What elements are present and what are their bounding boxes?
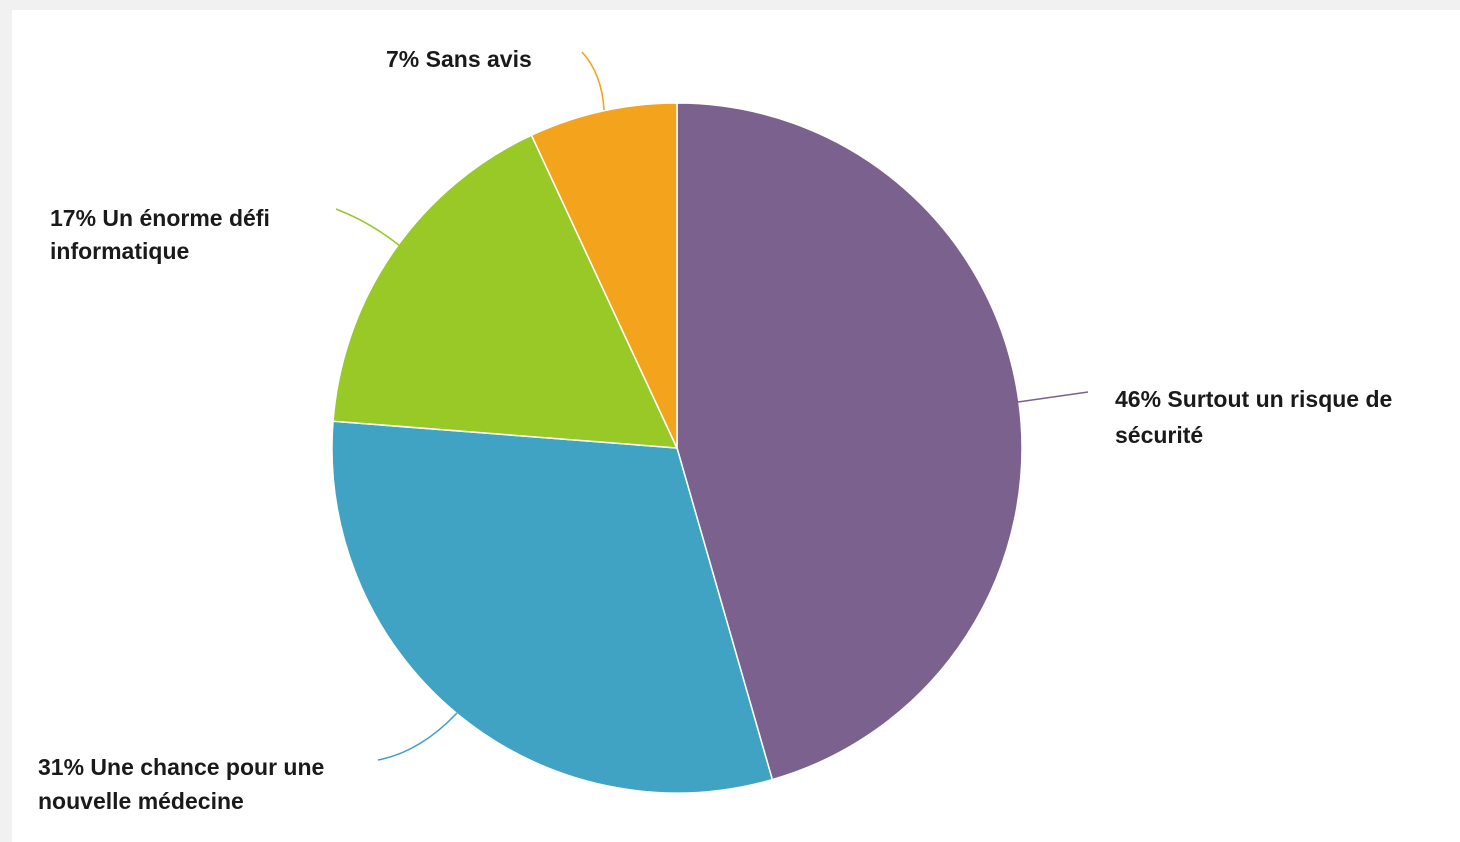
pie-slice-2 bbox=[331, 420, 774, 794]
slice-label-1: 46% Surtout un risque de sécurité bbox=[1115, 386, 1392, 448]
slice-label-line: nouvelle médecine bbox=[38, 788, 244, 814]
slice-label-line: 7% Sans avis bbox=[386, 46, 532, 72]
slice-label-line: 17% Un énorme défi bbox=[50, 205, 270, 231]
slice-label-line: informatique bbox=[50, 238, 189, 264]
slice-label-4: 7% Sans avis bbox=[386, 46, 532, 72]
leader-line-2 bbox=[377, 712, 458, 761]
slice-label-line: 46% Surtout un risque de bbox=[1115, 386, 1392, 412]
leader-lines bbox=[335, 51, 1089, 761]
leader-line-4 bbox=[581, 51, 605, 111]
slice-label-line: sécurité bbox=[1115, 422, 1203, 448]
slice-label-3: 17% Un énorme défi informatique bbox=[50, 205, 270, 264]
pie-slices bbox=[331, 102, 1023, 794]
pie-slice-4 bbox=[530, 102, 678, 449]
leader-line-3 bbox=[335, 208, 401, 247]
slice-labels: 46% Surtout un risque de sécurité 31% Une … bbox=[38, 46, 1392, 814]
pie-slice-3 bbox=[332, 134, 679, 449]
slice-label-line: 31% Une chance pour une bbox=[38, 754, 324, 780]
pie-slice-1 bbox=[676, 102, 1023, 781]
leader-line-1 bbox=[1017, 391, 1089, 403]
slice-label-2: 31% Une chance pour une nouvelle médecine bbox=[38, 754, 324, 814]
